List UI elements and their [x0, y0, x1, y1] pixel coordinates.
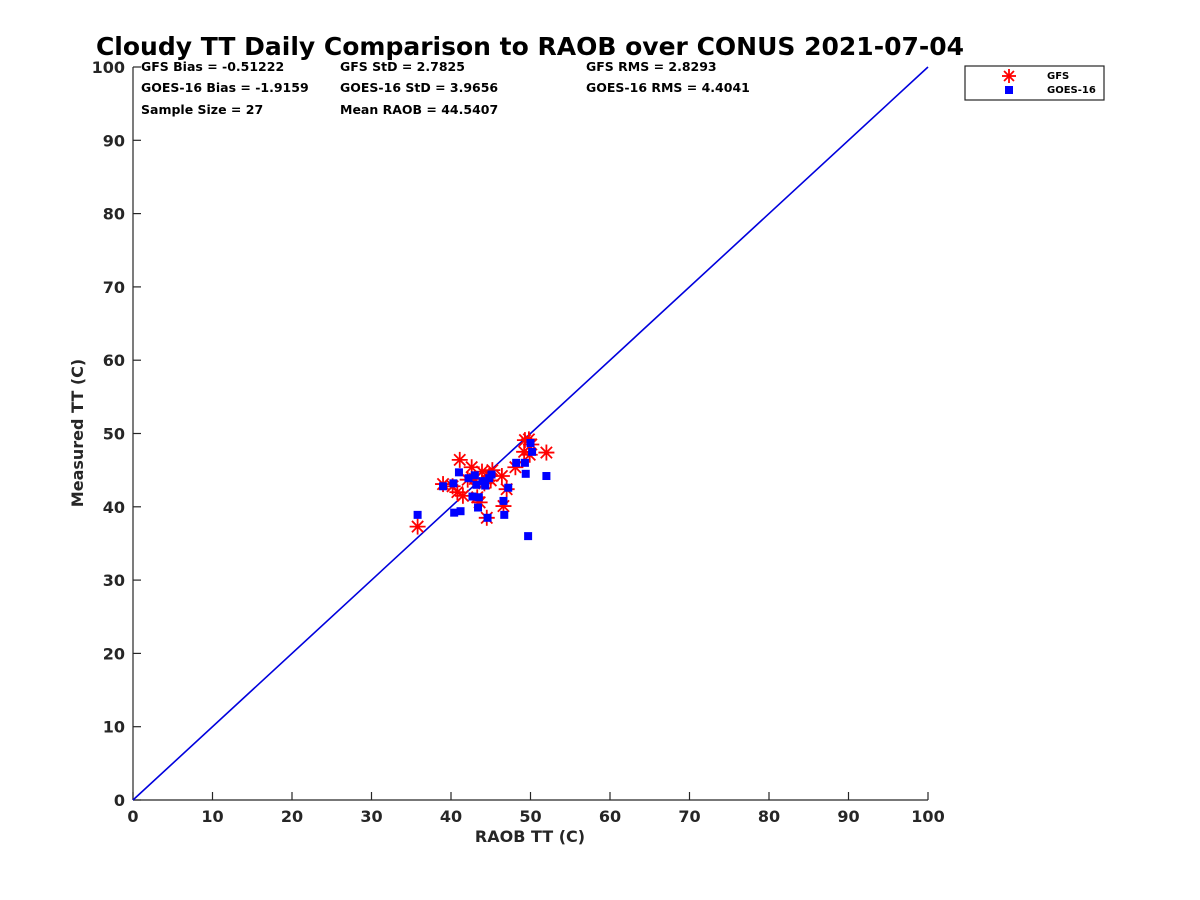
goes-16-point [504, 483, 513, 492]
goes-16-point [464, 474, 473, 483]
goes-16-point [524, 532, 533, 541]
y-axis-label: Measured TT (C) [68, 359, 87, 507]
goes-16-point [500, 510, 509, 519]
stat-gfs-std: GFS StD = 2.7825 [340, 59, 465, 74]
x-tick-label: 80 [758, 807, 780, 826]
axis-ticks: 0 10 20 30 40 50 60 70 80 90 100 0 10 20 30 40 50 60 70 80 9… [92, 58, 945, 826]
goes-16-point [449, 479, 458, 488]
goes-16-point [472, 480, 481, 489]
goes-16-point [450, 508, 459, 517]
goes-16-point [470, 471, 479, 480]
y-tick-label: 80 [103, 205, 125, 224]
x-tick-label: 90 [837, 807, 859, 826]
goes-16-point [478, 477, 487, 486]
stat-sample-size: Sample Size = 27 [141, 102, 263, 117]
gfs-point [454, 487, 471, 504]
x-tick-label: 10 [201, 807, 223, 826]
y-tick-label: 0 [114, 791, 125, 810]
goes-16-point [481, 481, 490, 490]
x-tick-label: 60 [599, 807, 621, 826]
goes-16-point [474, 503, 483, 512]
y-tick-label: 20 [103, 644, 125, 663]
goes-16-point [413, 510, 422, 519]
goes-16-point [454, 468, 463, 477]
x-tick-label: 40 [440, 807, 462, 826]
gfs-point [538, 444, 555, 461]
gfs-point [409, 518, 426, 535]
legend-box [964, 65, 1105, 101]
legend-goes-16-marker [1005, 86, 1013, 94]
goes-16-point [542, 472, 551, 481]
legend-goes-16-label: GOES-16 [1047, 85, 1096, 96]
y-tick-label: 70 [103, 278, 125, 297]
goes-16-point [485, 474, 494, 483]
y-tick-label: 10 [103, 718, 125, 737]
stat-goes-std: GOES-16 StD = 3.9656 [340, 80, 498, 95]
statistics-annotations: GFS Bias = -0.51222 GFS StD = 2.7825 GFS… [141, 59, 750, 117]
stat-gfs-bias: GFS Bias = -0.51222 [141, 59, 284, 74]
x-tick-label: 20 [281, 807, 303, 826]
legend-gfs-marker [1002, 69, 1016, 83]
stat-gfs-rms: GFS RMS = 2.8293 [586, 59, 717, 74]
goes-16-point [468, 492, 477, 501]
stat-goes-rms: GOES-16 RMS = 4.4041 [586, 80, 750, 95]
goes-16-point [512, 458, 521, 467]
goes-16-point [528, 447, 537, 456]
stat-goes-bias: GOES-16 Bias = -1.9159 [141, 80, 309, 95]
x-tick-label: 100 [911, 807, 944, 826]
legend-gfs-label: GFS [1047, 71, 1069, 82]
y-tick-label: 50 [103, 425, 125, 444]
one-to-one-reference-line [132, 66, 929, 801]
goes-16-point [483, 513, 492, 522]
gfs-point [451, 451, 468, 468]
goes-16-point [439, 482, 448, 491]
y-tick-label: 90 [103, 131, 125, 150]
legend: GFS GOES-16 [964, 65, 1105, 101]
legend-gfs-asterisk [1002, 69, 1016, 83]
x-axis-label: RAOB TT (C) [475, 827, 585, 846]
y-tick-label: 40 [103, 498, 125, 517]
gfs-point [493, 468, 510, 485]
goes-16-point [474, 493, 483, 502]
data-points [409, 431, 555, 541]
goes-16-point [521, 469, 530, 478]
goes-16-point [456, 507, 465, 516]
y-tick-label: 60 [103, 351, 125, 370]
goes-16-point [520, 458, 529, 467]
x-tick-label: 50 [519, 807, 541, 826]
x-tick-label: 70 [678, 807, 700, 826]
y-tick-label: 30 [103, 571, 125, 590]
goes-16-point [526, 439, 535, 448]
x-tick-label: 30 [360, 807, 382, 826]
chart-title: Cloudy TT Daily Comparison to RAOB over … [96, 32, 964, 61]
x-tick-label: 0 [127, 807, 138, 826]
y-tick-label: 100 [92, 58, 125, 77]
stat-mean-raob: Mean RAOB = 44.5407 [340, 102, 498, 117]
goes-16-point [499, 496, 508, 505]
